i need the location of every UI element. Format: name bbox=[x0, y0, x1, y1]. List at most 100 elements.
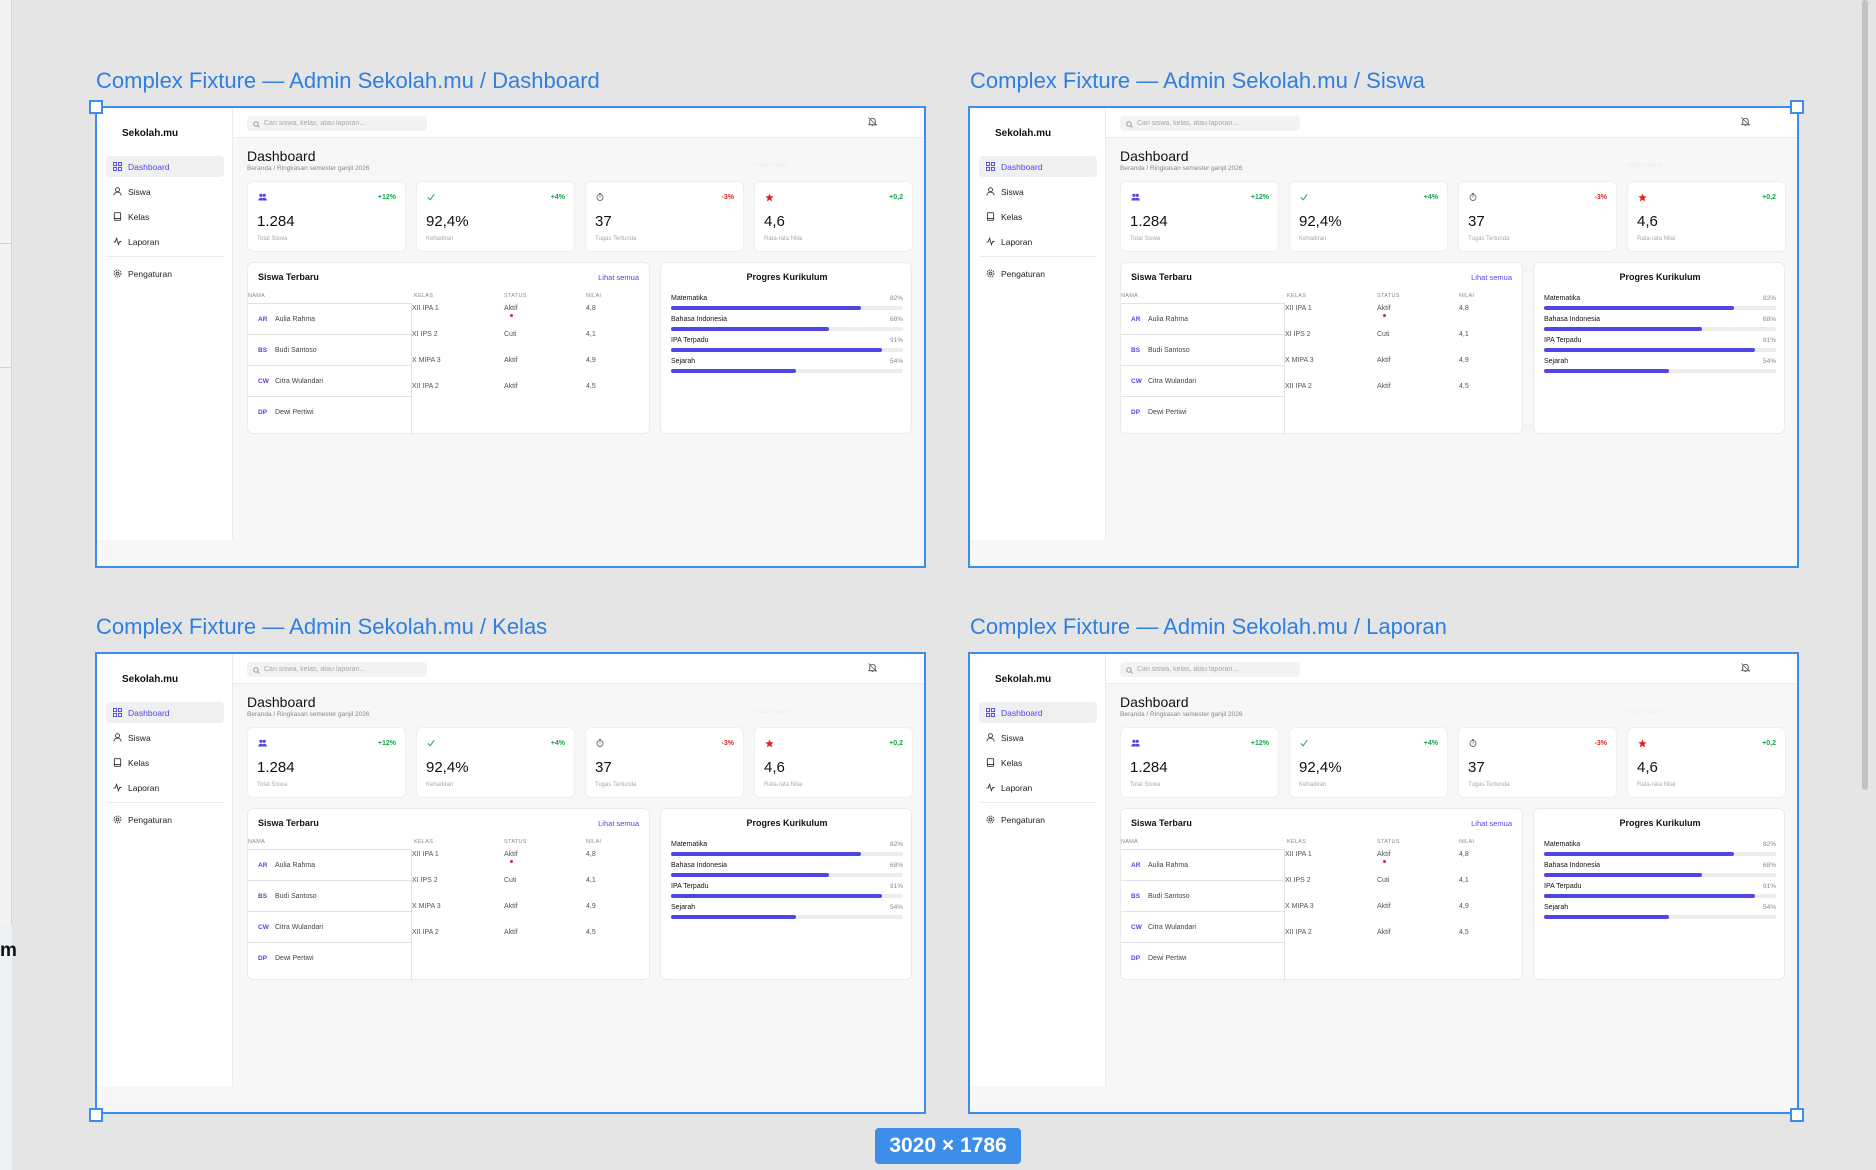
frame-siswa[interactable]: Sekolah.mu Dashboard Siswa Kelas Laporan Pen… bbox=[968, 106, 1799, 568]
table-row[interactable]: CW Citra Wulandari bbox=[248, 911, 411, 942]
table-row[interactable]: BS Budi Santoso bbox=[1121, 334, 1284, 365]
progress-track bbox=[1544, 306, 1776, 310]
progress-row: Matematika 82% bbox=[671, 841, 903, 863]
table-row[interactable]: BS Budi Santoso bbox=[1121, 880, 1284, 911]
sidebar-item-siswa[interactable]: Siswa bbox=[106, 181, 224, 202]
stat-card[interactable]: +0,2 4,6 Rata-rata Nilai bbox=[754, 181, 913, 252]
sidebar-item-laporan[interactable]: Laporan bbox=[106, 777, 224, 798]
sidebar-item-dashboard[interactable]: Dashboard bbox=[979, 702, 1097, 723]
avatar: DP bbox=[1131, 408, 1141, 416]
sidebar-item-pengaturan[interactable]: Pengaturan bbox=[106, 809, 224, 830]
stat-card[interactable]: +12% 1.284 Total Siswa bbox=[247, 727, 406, 798]
search-box[interactable] bbox=[1120, 662, 1300, 677]
search-input[interactable] bbox=[264, 120, 424, 127]
search-input[interactable] bbox=[1137, 666, 1297, 673]
stat-card[interactable]: +12% 1.284 Total Siswa bbox=[247, 181, 406, 252]
progress-percent: 91% bbox=[889, 337, 903, 344]
see-all-link[interactable]: Lihat semua bbox=[598, 819, 639, 828]
frame-dashboard[interactable]: Sekolah.mu Dashboard Siswa Kelas Laporan Pen… bbox=[95, 106, 926, 568]
table-row[interactable]: AR Aulia Rahma bbox=[248, 303, 411, 334]
sidebar-item-dashboard[interactable]: Dashboard bbox=[106, 702, 224, 723]
stat-card[interactable]: +4% 92,4% Kehadiran bbox=[416, 727, 575, 798]
sidebar-item-laporan[interactable]: Laporan bbox=[979, 231, 1097, 252]
see-all-link[interactable]: Lihat semua bbox=[598, 273, 639, 282]
stat-card[interactable]: -3% 37 Tugas Tertunda bbox=[1458, 727, 1617, 798]
sidebar-item-label: Pengaturan bbox=[1001, 814, 1045, 825]
stat-card[interactable]: +4% 92,4% Kehadiran bbox=[1289, 181, 1448, 252]
table-row[interactable]: DP Dewi Pertiwi bbox=[248, 942, 411, 973]
search-box[interactable] bbox=[1120, 116, 1300, 131]
selection-handle-top-left[interactable] bbox=[89, 100, 103, 114]
sidebar-item-kelas[interactable]: Kelas bbox=[106, 206, 224, 227]
frame-title-dashboard[interactable]: Complex Fixture — Admin Sekolah.mu / Das… bbox=[96, 68, 600, 93]
canvas-scrollbar[interactable] bbox=[1862, 0, 1868, 1170]
progress-row: Sejarah 54% bbox=[1544, 358, 1776, 380]
notification-button[interactable] bbox=[864, 115, 880, 131]
notification-button[interactable] bbox=[864, 661, 880, 677]
search-box[interactable] bbox=[247, 116, 427, 131]
student-score: 4,1 bbox=[586, 331, 596, 338]
sidebar-item-kelas[interactable]: Kelas bbox=[979, 206, 1097, 227]
frame-title-siswa[interactable]: Complex Fixture — Admin Sekolah.mu / Sis… bbox=[970, 68, 1425, 93]
table-row[interactable]: CW Citra Wulandari bbox=[1121, 365, 1284, 396]
stat-card[interactable]: -3% 37 Tugas Tertunda bbox=[585, 727, 744, 798]
sidebar-item-pengaturan[interactable]: Pengaturan bbox=[979, 809, 1097, 830]
selection-handle-bottom-left[interactable] bbox=[89, 1108, 103, 1122]
stat-card[interactable]: +4% 92,4% Kehadiran bbox=[1289, 727, 1448, 798]
stat-value: 1.284 bbox=[257, 213, 295, 230]
avatar: AR bbox=[1131, 315, 1141, 323]
progress-row: Matematika 82% bbox=[1544, 841, 1776, 863]
sidebar-item-dashboard[interactable]: Dashboard bbox=[979, 156, 1097, 177]
table-row[interactable]: BS Budi Santoso bbox=[248, 880, 411, 911]
notification-button[interactable] bbox=[1737, 661, 1753, 677]
stat-card[interactable]: -3% 37 Tugas Tertunda bbox=[585, 181, 744, 252]
search-input[interactable] bbox=[264, 666, 424, 673]
stat-card[interactable]: +4% 92,4% Kehadiran bbox=[416, 181, 575, 252]
notification-button[interactable] bbox=[1737, 115, 1753, 131]
download-report-button[interactable]: Unduh rapor bbox=[1626, 708, 1663, 715]
frame-title-kelas[interactable]: Complex Fixture — Admin Sekolah.mu / Kel… bbox=[96, 614, 548, 639]
table-row[interactable]: CW Citra Wulandari bbox=[1121, 911, 1284, 942]
progress-track bbox=[1544, 348, 1776, 352]
frame-title-laporan[interactable]: Complex Fixture — Admin Sekolah.mu / Lap… bbox=[970, 614, 1447, 639]
sidebar-item-kelas[interactable]: Kelas bbox=[979, 752, 1097, 773]
selection-handle-bottom-right[interactable] bbox=[1790, 1108, 1804, 1122]
sidebar: Sekolah.mu Dashboard Siswa Kelas Laporan Pen… bbox=[970, 654, 1106, 1086]
table-row[interactable]: DP Dewi Pertiwi bbox=[1121, 396, 1284, 427]
sidebar-item-siswa[interactable]: Siswa bbox=[979, 727, 1097, 748]
student-name: Dewi Pertiwi bbox=[1148, 954, 1187, 962]
see-all-link[interactable]: Lihat semua bbox=[1471, 819, 1512, 828]
table-row[interactable]: AR Aulia Rahma bbox=[1121, 303, 1284, 334]
stat-card[interactable]: +0,2 4,6 Rata-rata Nilai bbox=[1627, 727, 1786, 798]
table-row[interactable]: DP Dewi Pertiwi bbox=[1121, 942, 1284, 973]
search-input[interactable] bbox=[1137, 120, 1297, 127]
download-report-button[interactable]: Unduh rapor bbox=[1626, 162, 1663, 169]
stat-card[interactable]: +12% 1.284 Total Siswa bbox=[1120, 181, 1279, 252]
frame-kelas[interactable]: Sekolah.mu Dashboard Siswa Kelas Laporan Pen… bbox=[95, 652, 926, 1114]
sidebar-item-pengaturan[interactable]: Pengaturan bbox=[106, 263, 224, 284]
stat-card[interactable]: +12% 1.284 Total Siswa bbox=[1120, 727, 1279, 798]
table-row[interactable]: BS Budi Santoso bbox=[248, 334, 411, 365]
sidebar-item-kelas[interactable]: Kelas bbox=[106, 752, 224, 773]
table-row[interactable]: CW Citra Wulandari bbox=[248, 365, 411, 396]
stat-card[interactable]: +0,2 4,6 Rata-rata Nilai bbox=[1627, 181, 1786, 252]
stat-card[interactable]: +0,2 4,6 Rata-rata Nilai bbox=[754, 727, 913, 798]
frame-laporan[interactable]: Sekolah.mu Dashboard Siswa Kelas Laporan Pen… bbox=[968, 652, 1799, 1114]
sidebar-item-siswa[interactable]: Siswa bbox=[106, 727, 224, 748]
see-all-link[interactable]: Lihat semua bbox=[1471, 273, 1512, 282]
stat-card[interactable]: -3% 37 Tugas Tertunda bbox=[1458, 181, 1617, 252]
selection-handle-top-right[interactable] bbox=[1790, 100, 1804, 114]
status-indicator-dot bbox=[1383, 314, 1386, 317]
sidebar-item-laporan[interactable]: Laporan bbox=[979, 777, 1097, 798]
sidebar-item-siswa[interactable]: Siswa bbox=[979, 181, 1097, 202]
sidebar-item-dashboard[interactable]: Dashboard bbox=[106, 156, 224, 177]
table-row[interactable]: AR Aulia Rahma bbox=[1121, 849, 1284, 880]
download-report-button[interactable]: Unduh rapor bbox=[753, 162, 790, 169]
sidebar-item-pengaturan[interactable]: Pengaturan bbox=[979, 263, 1097, 284]
sidebar-item-laporan[interactable]: Laporan bbox=[106, 231, 224, 252]
table-row[interactable]: AR Aulia Rahma bbox=[248, 849, 411, 880]
search-box[interactable] bbox=[247, 662, 427, 677]
recent-students-title: Siswa Terbaru bbox=[258, 818, 319, 828]
table-row[interactable]: DP Dewi Pertiwi bbox=[248, 396, 411, 427]
download-report-button[interactable]: Unduh rapor bbox=[753, 708, 790, 715]
